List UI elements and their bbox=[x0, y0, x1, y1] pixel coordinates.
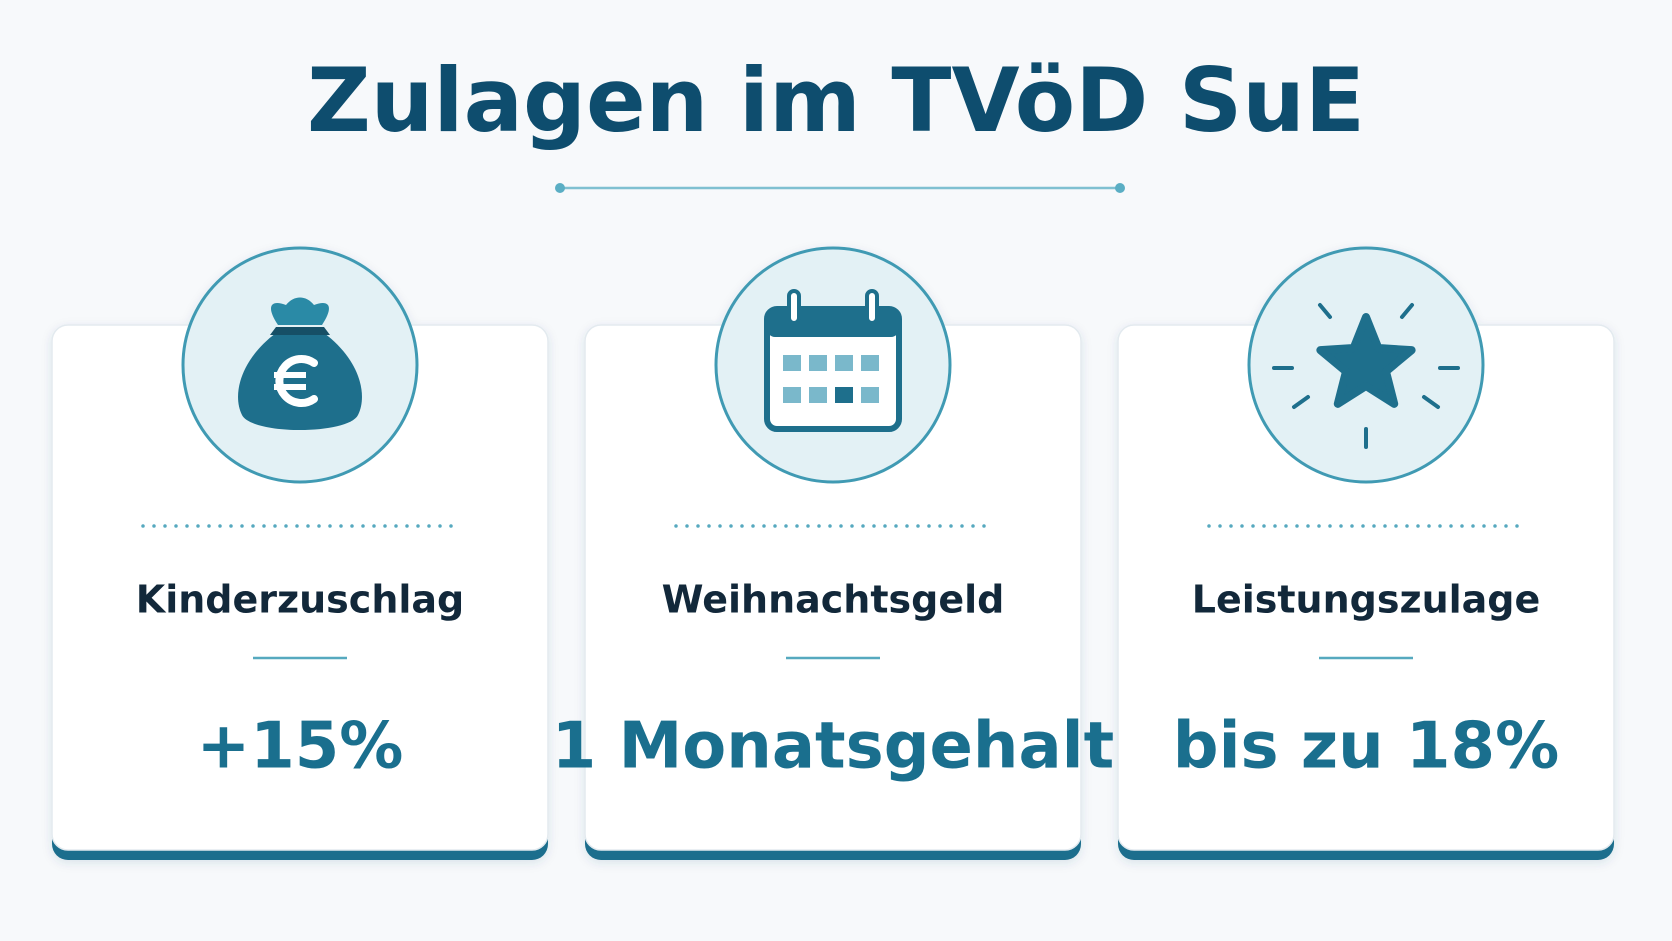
card: Weihnachtsgeld 1 Monatsgehalt bbox=[552, 246, 1114, 862]
star-icon bbox=[1272, 303, 1460, 449]
title: Zulagen im TVöD SuE bbox=[307, 49, 1365, 152]
card: Leistungszulage bis zu 18% bbox=[1116, 246, 1616, 862]
card-value: 1 Monatsgehalt bbox=[552, 710, 1114, 784]
title-divider bbox=[555, 183, 1125, 193]
card-label: Kinderzuschlag bbox=[136, 578, 464, 622]
money-bag-icon bbox=[238, 297, 362, 430]
card-value: +15% bbox=[197, 710, 404, 784]
card: Kinderzuschlag +15% bbox=[50, 246, 550, 862]
card-label: Weihnachtsgeld bbox=[662, 578, 1005, 622]
card-value: bis zu 18% bbox=[1173, 710, 1559, 784]
calendar-icon bbox=[764, 289, 902, 432]
card-label: Leistungszulage bbox=[1192, 578, 1541, 622]
